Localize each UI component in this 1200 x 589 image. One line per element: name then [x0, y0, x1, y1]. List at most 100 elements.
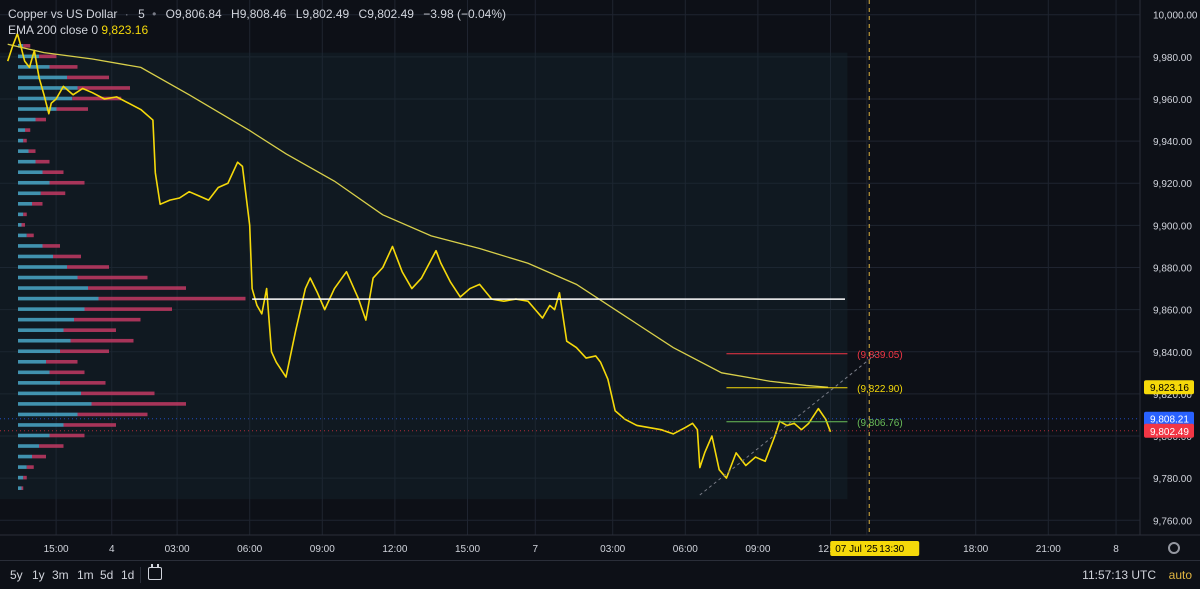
toolbar-divider [140, 567, 141, 583]
volume-profile-bar-down [25, 128, 31, 132]
volume-profile-bar-down [39, 444, 64, 448]
volume-profile-bar-down [56, 107, 88, 111]
volume-profile-bar-down [98, 296, 246, 301]
volume-profile-bar-down [91, 402, 186, 406]
price-axis-tick-label: 9,940.00 [1153, 137, 1192, 148]
volume-profile-bar-down [42, 170, 64, 175]
volume-profile-bar-down [72, 96, 122, 101]
volume-profile-bar-up [18, 254, 53, 259]
change-value: −3.98 (−0.04%) [423, 7, 506, 21]
crosshair-date-label: 07 Jul '25 [835, 544, 878, 555]
price-axis-marker-label: 9,802.49 [1150, 427, 1189, 438]
price-axis-tick-label: 9,920.00 [1153, 179, 1192, 190]
chart-background [0, 0, 1200, 560]
price-axis-tick-label: 10,000.00 [1153, 11, 1198, 22]
low-value: 9,802.49 [302, 7, 350, 21]
volume-profile-bar-down [60, 349, 109, 354]
volume-profile-bar-down [26, 465, 34, 469]
time-axis-tick-label: 15:00 [44, 544, 69, 555]
volume-profile-bar-up [18, 244, 43, 248]
auto-scale-button[interactable]: auto [1168, 568, 1192, 582]
volume-profile-bar-up [18, 75, 67, 80]
price-axis-tick-label: 9,960.00 [1153, 95, 1192, 106]
time-axis-tick-label: 18:00 [963, 544, 988, 555]
volume-profile-bar-down [67, 75, 109, 80]
target-level-label: (9,806.76) [857, 418, 903, 429]
volume-profile-bar-down [32, 202, 43, 206]
price-axis-marker [1144, 411, 1194, 426]
calendar-range-icon[interactable] [148, 564, 162, 580]
volume-profile-bar-down [49, 180, 85, 185]
volume-profile-bar-up [18, 381, 60, 385]
volume-profile-bar-up [18, 433, 50, 438]
open-value: 9,806.84 [174, 7, 222, 21]
volume-profile-bar-up [18, 444, 39, 448]
volume-profile-bar-down [63, 328, 116, 332]
close-value: 9,802.49 [367, 7, 414, 21]
close-label: C [358, 7, 368, 21]
volume-profile-bar-down [74, 317, 141, 322]
range-1d-button[interactable]: 1d [121, 568, 135, 582]
volume-profile-bar-down [46, 359, 78, 364]
time-axis-tick-label: 12:00 [382, 544, 407, 555]
time-axis-tick-label: 09:00 [745, 544, 770, 555]
volume-profile-bar-down [23, 44, 31, 48]
volume-profile-bar-up [18, 223, 22, 227]
symbol-name[interactable]: Copper vs US Dollar [8, 7, 118, 21]
range-1y-button[interactable]: 1y [32, 568, 45, 582]
ema-label[interactable]: EMA 200 close 0 [8, 23, 99, 37]
price-axis-tick-label: 9,880.00 [1153, 264, 1192, 275]
target-level-label: (9,822.90) [857, 384, 903, 395]
volume-profile-bar-down [35, 159, 50, 164]
volume-profile-bar-up [18, 317, 74, 322]
range-5d-button[interactable]: 5d [100, 568, 114, 582]
interval-label[interactable]: 5 [138, 7, 145, 21]
volume-profile-bar-up [18, 191, 41, 196]
range-1m-button[interactable]: 1m [77, 568, 94, 582]
volume-profile-bar-up [18, 117, 36, 122]
volume-profile-bar-up [18, 402, 92, 406]
high-label: H [231, 7, 240, 21]
volume-profile-bar-up [18, 149, 29, 153]
volume-profile-bar-up [18, 454, 32, 459]
volume-profile-bar-down [77, 412, 148, 417]
volume-profile-bar-down [60, 381, 106, 385]
volume-profile-bar-down [42, 244, 60, 248]
volume-profile-bar-up [18, 423, 64, 427]
chart-canvas[interactable]: (9,839.05) (9,822.90) (9,806.76) 10,000.00 9… [0, 0, 1200, 560]
low-label: L [295, 7, 303, 21]
price-axis-tick-label: 9,860.00 [1153, 306, 1192, 317]
price-axis-tick-label: 9,840.00 [1153, 348, 1192, 359]
volume-profile-bar-up [18, 65, 50, 69]
utc-clock[interactable]: 11:57:13 UTC [1082, 568, 1156, 582]
time-axis-tick-label: 09:00 [310, 544, 335, 555]
time-axis-tick-label: 03:00 [600, 544, 625, 555]
time-axis-tick-label: 06:00 [237, 544, 262, 555]
time-axis-tick-label: 03:00 [165, 544, 190, 555]
settings-gear-icon[interactable] [1168, 542, 1180, 554]
volume-profile-bar-up [18, 138, 24, 143]
price-axis-marker [1144, 423, 1194, 438]
range-5y-button[interactable]: 5y [10, 568, 23, 582]
volume-profile-bar-down [23, 138, 27, 143]
target-level-label: (9,839.05) [857, 350, 903, 361]
volume-profile-bar-up [18, 212, 24, 217]
volume-profile-bar-down [77, 86, 130, 90]
volume-profile-bar-down [35, 117, 46, 122]
price-axis-marker-label: 9,823.16 [1150, 383, 1189, 394]
price-axis-tick-label: 9,820.00 [1153, 390, 1192, 401]
ema-200-line [7, 43, 829, 388]
volume-profile-bar-up [18, 359, 46, 364]
volume-profile-bar-up [18, 370, 50, 375]
volume-profile-bar-down [70, 338, 134, 343]
volume-profile-bar-up [18, 486, 22, 490]
price-axis-tick-label: 9,900.00 [1153, 221, 1192, 232]
price-axis-tick-label: 9,760.00 [1153, 516, 1192, 527]
time-axis-tick-label: 21:00 [1036, 544, 1061, 555]
range-3m-button[interactable]: 3m [52, 568, 69, 582]
price-axis-tick-label: 9,980.00 [1153, 53, 1192, 64]
volume-profile-bar-down [77, 275, 148, 280]
volume-profile-bar-down [84, 307, 172, 311]
volume-profile-bar-down [39, 54, 57, 59]
time-axis-tick-label: 7 [532, 544, 538, 555]
